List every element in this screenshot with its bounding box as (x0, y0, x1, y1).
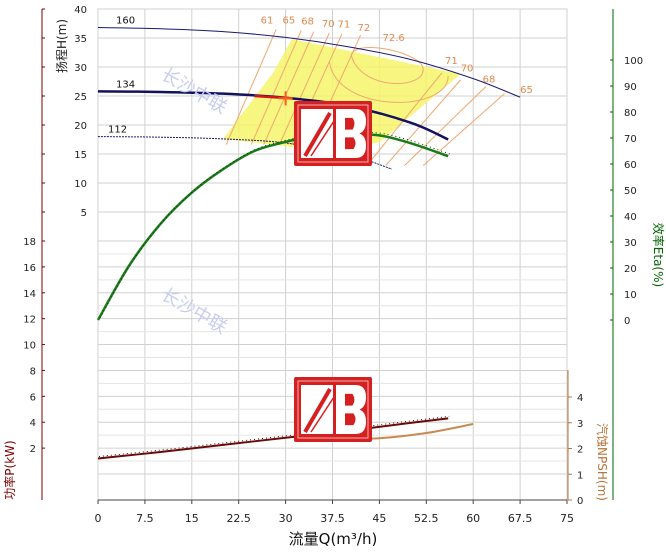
x-tick-label: 7.5 (136, 512, 154, 525)
head-axis-title: 扬程H(m) (54, 19, 69, 73)
npsh-tick-label: 1 (577, 470, 583, 481)
logo-inner-frame (297, 380, 369, 439)
iso-efficiency-label: 65 (282, 16, 295, 27)
iso-efficiency-label: 72 (358, 23, 371, 34)
efficiency-tick-label: 50 (624, 186, 637, 197)
iso-efficiency-label: 70 (322, 19, 335, 30)
power-tick-label: 10 (23, 341, 36, 352)
x-axis-title: 流量Q(m³/h) (289, 530, 378, 548)
iso-efficiency-label: 68 (301, 17, 314, 28)
head-curve-label-112: 112 (108, 125, 127, 136)
efficiency-tick-label: 40 (624, 212, 637, 223)
power-tick-label: 2 (30, 444, 36, 455)
efficiency-tick-label: 60 (624, 160, 637, 171)
logo-letter-b (336, 385, 366, 434)
efficiency-axis-title: 效率Eta(%) (651, 223, 666, 287)
curves (96, 27, 521, 460)
efficiency-tick-label: 30 (624, 238, 637, 249)
efficiency-curve (96, 132, 449, 321)
head-tick-label: 20 (74, 121, 87, 132)
power-axis-title: 功率P(kW) (2, 440, 17, 499)
x-tick-label: 52.5 (414, 512, 439, 525)
iso-efficiency-label: 68 (483, 75, 496, 86)
efficiency-curve-dotted (99, 131, 451, 319)
power-tick-label: 8 (30, 366, 36, 377)
npsh-tick-label: 4 (577, 393, 583, 404)
brand-logo (294, 377, 372, 442)
x-tick-label: 67.5 (508, 512, 533, 525)
iso-efficiency-label: 71 (338, 20, 351, 31)
logo-stripe (303, 387, 332, 434)
logo-stripe (303, 111, 332, 158)
x-tick-label: 0 (95, 512, 102, 525)
power-curve-dotted (98, 415, 450, 457)
efficiency-tick-label: 0 (624, 316, 630, 327)
logo-letter-b (336, 109, 366, 158)
iso-efficiency-line (422, 93, 505, 166)
x-tick-label: 37.5 (320, 512, 345, 525)
iso-efficiency-ring (328, 61, 449, 103)
iso-efficiency-label: 61 (261, 16, 274, 27)
efficiency-tick-label: 70 (624, 134, 637, 145)
x-tick-label: 22.5 (226, 512, 251, 525)
x-tick-label: 60 (466, 512, 480, 525)
iso-efficiency-label: 72.6 (383, 33, 405, 44)
logo-stripe (310, 120, 335, 157)
x-tick-label: 15 (185, 512, 199, 525)
efficiency-tick-label: 10 (624, 290, 637, 301)
iso-efficiency-label: 65 (520, 85, 533, 96)
npsh-axis-title: 汽蚀NPSH(m) (595, 423, 610, 501)
logo-stripe (310, 396, 335, 433)
iso-efficiency-line (278, 32, 330, 145)
logo-inner-frame (297, 104, 369, 163)
head-tick-label: 25 (74, 92, 87, 103)
efficiency-tick-label: 80 (624, 108, 637, 119)
head-tick-label: 10 (74, 179, 87, 190)
head-tick-label: 30 (74, 63, 87, 74)
efficiency-tick-label: 100 (624, 56, 643, 67)
iso-efficiency-line (250, 30, 302, 145)
power-tick-label: 12 (23, 315, 36, 326)
iso-efficiency-line (404, 86, 487, 166)
efficiency-tick-label: 90 (624, 82, 637, 93)
head-curve-label-160: 160 (116, 16, 135, 27)
head-tick-label: 40 (74, 5, 87, 16)
head-curve-label-134: 134 (116, 79, 135, 90)
power-tick-label: 16 (23, 263, 36, 274)
head-curve-160 (97, 27, 521, 98)
head-tick-label: 15 (74, 150, 87, 161)
power-tick-label: 4 (30, 418, 36, 429)
power-tick-label: 14 (23, 289, 36, 300)
x-tick-label: 30 (279, 512, 293, 525)
iso-efficiency-line (366, 72, 443, 166)
efficiency-region (223, 29, 505, 166)
npsh-tick-label: 0 (577, 496, 583, 507)
iso-efficiency-label: 70 (461, 64, 474, 75)
npsh-tick-label: 2 (577, 445, 583, 456)
x-tick-label: 75 (560, 512, 574, 525)
iso-efficiency-line (385, 79, 462, 166)
iso-efficiency-ring (350, 47, 424, 85)
iso-efficiency-line (263, 31, 315, 145)
power-tick-label: 6 (30, 392, 36, 403)
npsh-tick-label: 3 (577, 419, 583, 430)
logos (294, 101, 372, 442)
iso-efficiency-label: 71 (445, 56, 458, 67)
power-curve (97, 417, 449, 460)
axes: 0 7.5 15 22.5 30 37.5 45 52.5 60 67.5 75流量Q(m³/h)5… (2, 5, 666, 548)
head-tick-label: 35 (74, 34, 87, 45)
x-tick-label: 45 (372, 512, 386, 525)
power-tick-label: 18 (23, 237, 36, 248)
efficiency-tick-label: 20 (624, 264, 637, 275)
head-tick-label: 5 (81, 208, 87, 219)
brand-logo (294, 101, 372, 166)
iso-efficiency-line (225, 29, 277, 145)
